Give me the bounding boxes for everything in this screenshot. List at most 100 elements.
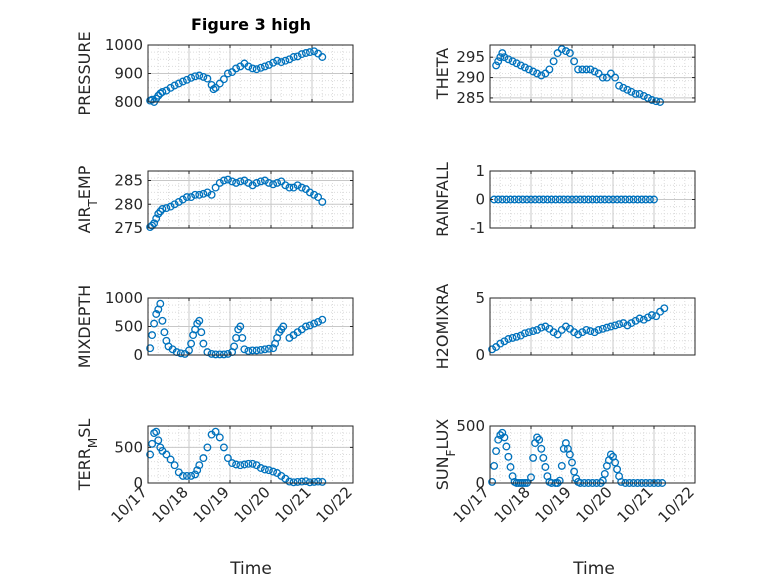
data-point bbox=[508, 57, 517, 66]
data-point bbox=[598, 73, 607, 82]
data-point bbox=[195, 190, 204, 199]
data-point bbox=[549, 57, 558, 66]
data-point bbox=[496, 53, 505, 62]
data-point bbox=[631, 316, 640, 325]
data-point bbox=[650, 195, 658, 204]
data-point bbox=[150, 219, 159, 228]
data-point bbox=[600, 469, 609, 478]
data-point bbox=[215, 350, 224, 359]
data-point bbox=[496, 431, 505, 440]
y-tick-label: 0 bbox=[475, 474, 485, 492]
data-point bbox=[529, 327, 538, 336]
data-point bbox=[621, 195, 630, 204]
data-point bbox=[604, 195, 613, 204]
data-point bbox=[152, 427, 161, 436]
data-point bbox=[301, 49, 310, 57]
data-point bbox=[598, 476, 607, 485]
data-point bbox=[244, 178, 253, 187]
data-point bbox=[260, 62, 269, 71]
data-point bbox=[236, 322, 245, 331]
data-point bbox=[582, 325, 591, 334]
data-point bbox=[617, 195, 626, 204]
data-point bbox=[160, 328, 169, 337]
data-point bbox=[541, 322, 550, 331]
data-point bbox=[199, 454, 208, 463]
data-point bbox=[154, 436, 163, 445]
data-point bbox=[586, 327, 595, 336]
data-point bbox=[545, 65, 554, 74]
data-point bbox=[187, 339, 196, 348]
x-tick-label: 10/19 bbox=[532, 483, 575, 526]
data-point bbox=[297, 183, 306, 192]
data-point bbox=[598, 324, 607, 333]
data-point bbox=[301, 322, 310, 331]
y-tick-label: 800 bbox=[114, 93, 143, 111]
data-point bbox=[619, 83, 628, 92]
data-point bbox=[264, 466, 273, 475]
data-point bbox=[148, 95, 157, 104]
data-point bbox=[211, 83, 220, 92]
data-point bbox=[615, 320, 624, 329]
data-point bbox=[314, 477, 323, 486]
data-point bbox=[590, 328, 599, 337]
data-point bbox=[492, 61, 501, 70]
data-point bbox=[635, 314, 644, 323]
data-point bbox=[178, 471, 187, 480]
data-point bbox=[170, 81, 179, 90]
data-point bbox=[154, 209, 163, 218]
x-tick-label: 10/17 bbox=[450, 483, 493, 526]
data-point bbox=[533, 433, 542, 442]
data-point bbox=[236, 177, 245, 186]
data-point bbox=[305, 321, 314, 330]
data-point bbox=[244, 62, 253, 71]
data-point bbox=[623, 321, 632, 330]
data-point bbox=[537, 71, 546, 80]
data-point bbox=[553, 49, 562, 58]
figure-title: Figure 3 high bbox=[191, 15, 311, 34]
data-point bbox=[310, 190, 319, 199]
data-point bbox=[559, 195, 568, 204]
data-point bbox=[281, 181, 290, 190]
axes-box bbox=[147, 425, 354, 484]
data-point bbox=[617, 477, 626, 486]
x-tick-label: 10/20 bbox=[573, 483, 616, 526]
data-point bbox=[182, 75, 191, 84]
data-point bbox=[170, 461, 179, 470]
data-point bbox=[488, 345, 497, 354]
data-point bbox=[318, 477, 327, 486]
data-point bbox=[590, 67, 599, 76]
data-point bbox=[613, 465, 622, 474]
data-point bbox=[156, 207, 165, 216]
data-point bbox=[561, 47, 570, 56]
data-point bbox=[256, 63, 265, 72]
data-point bbox=[490, 461, 499, 470]
data-point bbox=[187, 471, 196, 480]
data-point bbox=[256, 345, 265, 354]
x-tick-label: 10/18 bbox=[491, 483, 534, 526]
data-point bbox=[223, 454, 232, 463]
data-point bbox=[537, 444, 546, 453]
data-point bbox=[527, 195, 535, 204]
y-tick-label: 0 bbox=[475, 191, 485, 209]
data-point bbox=[629, 195, 638, 204]
data-point bbox=[641, 195, 650, 204]
data-point bbox=[301, 477, 310, 486]
data-point bbox=[625, 195, 634, 204]
data-point bbox=[611, 73, 620, 82]
data-point bbox=[248, 346, 257, 355]
data-point bbox=[606, 69, 615, 78]
data-point bbox=[502, 195, 511, 204]
data-point bbox=[248, 459, 257, 468]
data-point bbox=[152, 214, 161, 223]
data-point bbox=[207, 190, 216, 199]
y-tick-label: 295 bbox=[456, 48, 485, 66]
data-point bbox=[158, 316, 167, 325]
data-point bbox=[602, 73, 611, 82]
x-tick-label: 10/20 bbox=[231, 483, 274, 526]
data-point bbox=[535, 195, 544, 204]
data-point bbox=[555, 476, 564, 485]
data-point bbox=[178, 195, 187, 204]
data-point bbox=[195, 461, 204, 470]
data-point bbox=[148, 331, 157, 340]
data-point bbox=[516, 61, 525, 70]
